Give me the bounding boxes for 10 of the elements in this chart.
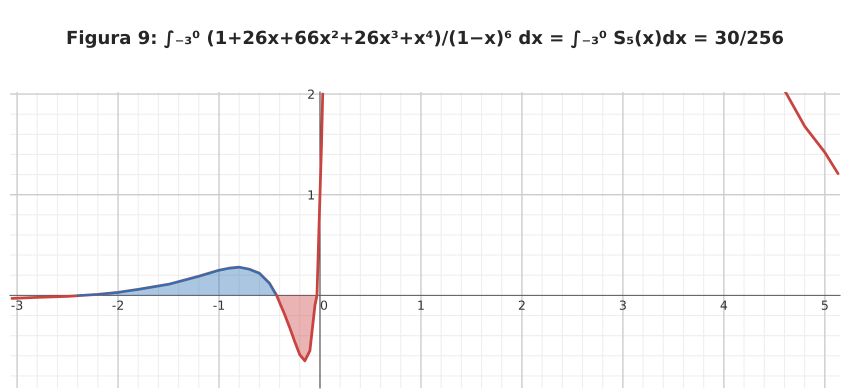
x-tick-label: 4 — [720, 300, 728, 310]
x-tick-label: -3 — [11, 300, 22, 310]
x-tick-label: 1 — [418, 300, 424, 310]
x-tick-label: 0 — [320, 300, 328, 310]
x-tick-label: 3 — [620, 300, 626, 310]
x-tick-label: 2 — [518, 300, 525, 310]
x-tick-label: 5 — [822, 300, 828, 310]
x-tick-label: -1 — [213, 300, 224, 310]
x-tick-label: -2 — [112, 300, 124, 310]
chart-title: Figura 9: ∫₋₃⁰ (1+26x+66x²+26x³+x⁴)/(1−x)⁶ dx = ∫₋₃⁰ S₅(x)dx = 30/256 — [68, 30, 784, 48]
